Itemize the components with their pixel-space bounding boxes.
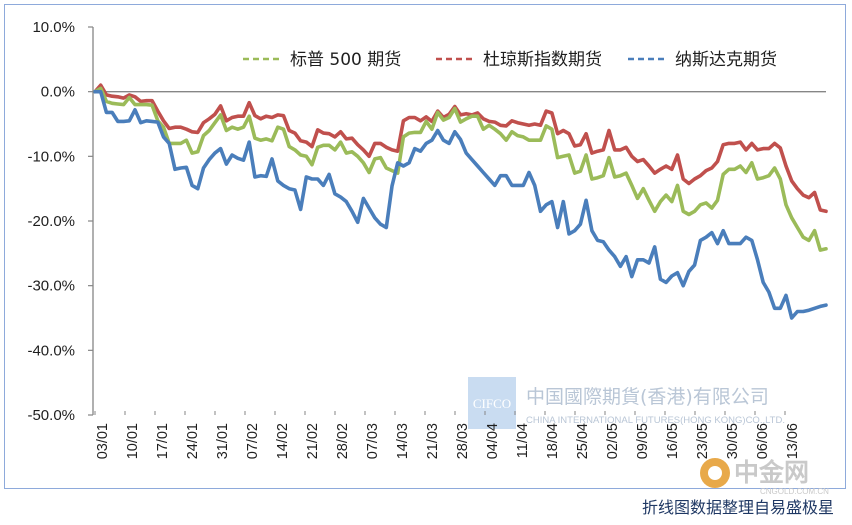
x-tick-label: 11/04	[515, 423, 531, 458]
x-tick-label: 13/06	[785, 423, 801, 459]
y-tick-label: -10.0%	[27, 148, 75, 165]
y-tick-label: 0.0%	[41, 84, 75, 101]
x-tick-label: 04/04	[485, 423, 501, 459]
x-tick-label: 10/01	[125, 423, 141, 459]
x-tick-label: 14/02	[275, 423, 291, 459]
y-tick-label: -50.0%	[27, 407, 75, 424]
x-tick-label: 28/02	[335, 423, 351, 459]
x-tick-label: 24/01	[185, 423, 201, 459]
data-source-credit: 折线图数据整理自易盛极星	[641, 498, 834, 517]
x-tick-label: 17/01	[155, 423, 171, 459]
legend-label: 纳斯达克期货	[675, 50, 777, 70]
x-tick-label: 07/02	[245, 423, 261, 459]
x-tick-label: 21/03	[425, 423, 441, 459]
x-tick-label: 31/01	[215, 423, 231, 459]
cngold-logo-inner	[708, 466, 722, 480]
cngold-watermark: 中金网 CNGOLD.COM.CN	[700, 458, 829, 496]
watermark: CIFCO 中国國際期貨(香港)有限公司 CHINA INTERNATIONAL…	[468, 377, 785, 429]
watermark-company-cn: 中国國際期貨(香港)有限公司	[526, 386, 769, 408]
legend-label: 标普 500 期货	[290, 50, 401, 70]
y-tick-label: -20.0%	[27, 213, 75, 230]
cifco-logo-text: CIFCO	[473, 396, 511, 411]
x-tick-label: 30/05	[725, 423, 741, 459]
series-line	[93, 89, 828, 320]
cifco-logo-box	[468, 377, 516, 429]
watermark-company-en: CHINA INTERNATIONAL FUTURES(HONG KONG)CO…	[526, 415, 785, 426]
legend-label: 杜琼斯指数期货	[483, 50, 602, 70]
y-tick-label: 10.0%	[32, 19, 75, 36]
y-tick-label: -40.0%	[27, 342, 75, 359]
x-tick-label: 28/03	[455, 423, 471, 459]
x-tick-label: 02/05	[605, 423, 621, 459]
x-tick-label: 09/05	[635, 423, 651, 459]
series-line	[93, 86, 828, 252]
x-tick-label: 21/02	[305, 423, 321, 459]
x-tick-label: 07/03	[365, 423, 381, 459]
y-tick-label: -30.0%	[27, 278, 75, 295]
x-tick-label: 18/04	[545, 423, 561, 459]
series-line	[93, 83, 828, 214]
cngold-site-en: CNGOLD.COM.CN	[760, 487, 829, 496]
x-tick-label: 06/06	[755, 423, 771, 459]
x-tick-label: 14/03	[395, 423, 411, 459]
x-tick-label: 25/04	[575, 423, 591, 459]
cngold-site-cn: 中金网	[734, 458, 809, 487]
x-tick-label: 03/01	[95, 423, 111, 459]
chart-frame	[4, 4, 846, 489]
x-tick-label: 16/05	[665, 423, 681, 459]
x-tick-label: 23/05	[695, 423, 711, 459]
